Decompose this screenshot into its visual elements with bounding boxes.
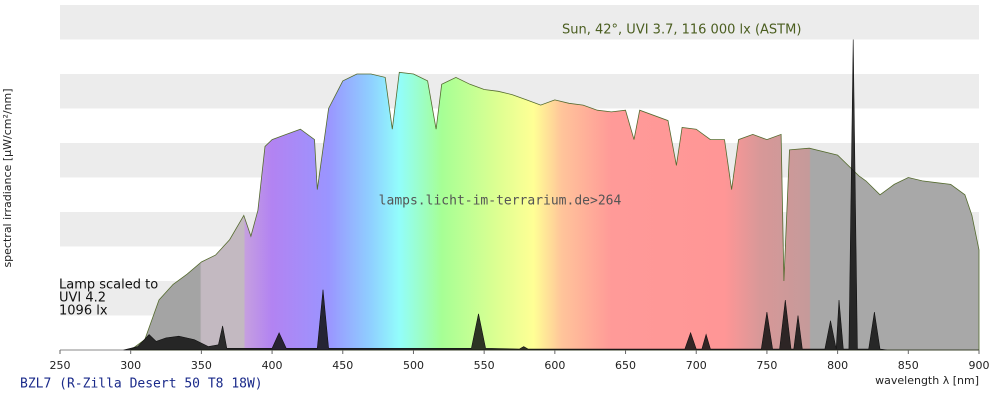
lamp-annotation: UVI 4.2 <box>59 291 106 306</box>
x-axis-label: wavelength λ [nm] <box>875 374 979 387</box>
x-tick-label: 550 <box>474 359 495 372</box>
watermark: lamps.licht-im-terrarium.de>264 <box>379 194 622 209</box>
x-tick-label: 450 <box>332 359 353 372</box>
legend-sun: Sun, 42°, UVI 3.7, 116 000 lx (ASTM) <box>562 23 801 38</box>
background-band <box>60 5 979 40</box>
x-tick-label: 300 <box>120 359 141 372</box>
x-tick-label: 900 <box>969 359 990 372</box>
sun-spectrum <box>129 71 980 351</box>
x-tick-label: 500 <box>403 359 424 372</box>
x-tick-label: 850 <box>898 359 919 372</box>
x-tick-label: 750 <box>756 359 777 372</box>
background-band <box>60 39 979 74</box>
lamp-spectrum <box>123 39 979 351</box>
y-axis-label: spectral irradiance [µW/cm²/nm] <box>1 88 14 267</box>
x-tick-label: 600 <box>544 359 565 372</box>
x-tick-label: 650 <box>615 359 636 372</box>
x-tick-label: 800 <box>827 359 848 372</box>
x-tick-label: 350 <box>191 359 212 372</box>
chart-title: BZL7 (R-Zilla Desert 50 T8 18W) <box>20 377 263 392</box>
lamp-annotation: 1096 lx <box>59 304 108 319</box>
x-tick-label: 400 <box>262 359 283 372</box>
x-tick-label: 250 <box>50 359 71 372</box>
x-tick-label: 700 <box>686 359 707 372</box>
lamp-annotation: Lamp scaled to <box>59 278 158 293</box>
